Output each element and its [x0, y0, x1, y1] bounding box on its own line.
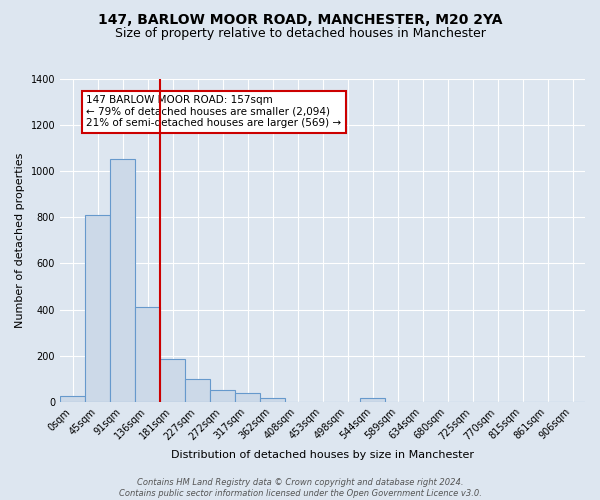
Bar	[135, 308, 160, 402]
Text: Size of property relative to detached houses in Manchester: Size of property relative to detached ho…	[115, 28, 485, 40]
Y-axis label: Number of detached properties: Number of detached properties	[15, 152, 25, 328]
X-axis label: Distribution of detached houses by size in Manchester: Distribution of detached houses by size …	[171, 450, 474, 460]
Bar	[210, 390, 235, 402]
Bar	[185, 378, 210, 402]
Bar	[110, 158, 135, 402]
Bar	[235, 393, 260, 402]
Text: Contains HM Land Registry data © Crown copyright and database right 2024.
Contai: Contains HM Land Registry data © Crown c…	[119, 478, 481, 498]
Bar	[60, 396, 85, 402]
Bar	[160, 359, 185, 402]
Bar	[85, 215, 110, 402]
Text: 147 BARLOW MOOR ROAD: 157sqm
← 79% of detached houses are smaller (2,094)
21% of: 147 BARLOW MOOR ROAD: 157sqm ← 79% of de…	[86, 95, 341, 128]
Text: 147, BARLOW MOOR ROAD, MANCHESTER, M20 2YA: 147, BARLOW MOOR ROAD, MANCHESTER, M20 2…	[98, 12, 502, 26]
Bar	[260, 398, 285, 402]
Bar	[360, 398, 385, 402]
